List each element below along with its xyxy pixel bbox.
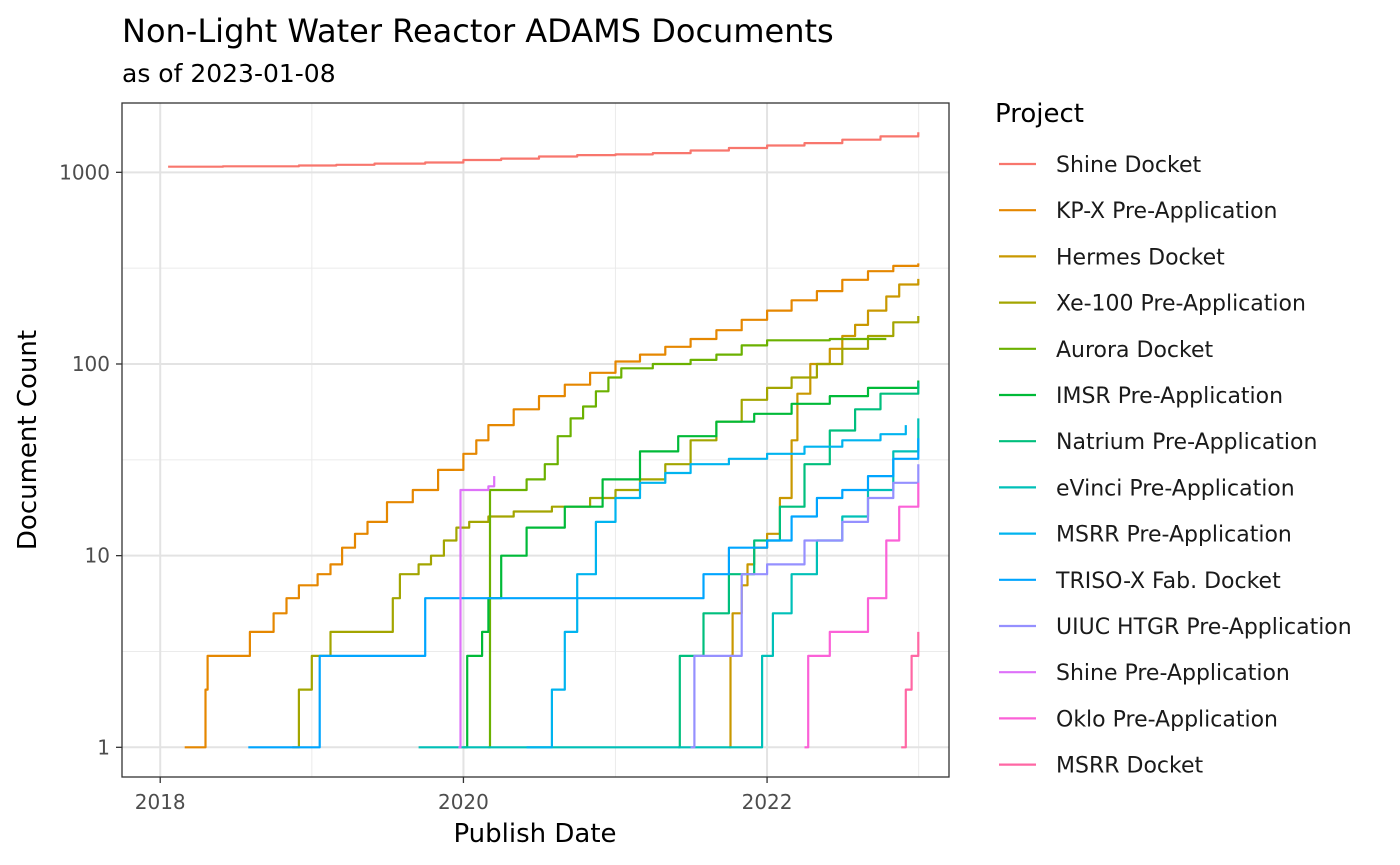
panel-border (121, 102, 950, 778)
legend-item-shine-docket: Shine Docket (999, 153, 1201, 178)
legend-label: UIUC HTGR Pre-Application (1056, 615, 1352, 640)
series-line-msrr-docket (901, 631, 920, 749)
legend-label: Natrium Pre-Application (1056, 430, 1317, 455)
legend-item-kp-x-pre-application: KP-X Pre-Application (999, 199, 1277, 224)
legend-item-msrr-docket: MSRR Docket (999, 754, 1203, 779)
plot-panel (121, 102, 950, 778)
legend-label: Shine Docket (1056, 153, 1201, 178)
series-line-imsr-pre-application (463, 380, 920, 749)
legend: Project Shine Docket KP-X Pre-Application… (995, 99, 1352, 779)
series-line-kp-x-pre-application (184, 263, 920, 749)
series-lines (168, 132, 920, 749)
x-tick-label: 2020 (438, 790, 489, 814)
y-axis: 1 10 100 1000 (59, 160, 122, 759)
legend-label: MSRR Docket (1056, 754, 1203, 779)
x-axis: 2018 2020 2022 (135, 777, 793, 814)
series-line-triso-x-fab-docket (248, 438, 920, 749)
legend-item-msrr-pre-application: MSRR Pre-Application (999, 523, 1292, 548)
y-axis-title: Document Count (13, 330, 43, 550)
legend-item-triso-x-fab-docket: TRISO-X Fab. Docket (999, 569, 1281, 594)
series-line-msrr-pre-application (526, 425, 907, 749)
legend-label: IMSR Pre-Application (1056, 384, 1283, 409)
legend-label: Shine Pre-Application (1056, 661, 1290, 686)
legend-label: TRISO-X Fab. Docket (1055, 569, 1281, 594)
legend-item-evinci-pre-application: eVinci Pre-Application (999, 476, 1295, 501)
legend-item-xe-100-pre-application: Xe-100 Pre-Application (999, 292, 1306, 317)
legend-item-shine-pre-application: Shine Pre-Application (999, 661, 1290, 686)
legend-label: eVinci Pre-Application (1056, 476, 1295, 501)
legend-label: Oklo Pre-Application (1056, 707, 1278, 732)
chart-title: Non-Light Water Reactor ADAMS Documents (122, 12, 834, 50)
y-tick-label: 100 (72, 352, 110, 376)
legend-item-hermes-docket: Hermes Docket (999, 245, 1225, 270)
legend-label: MSRR Pre-Application (1056, 523, 1292, 548)
legend-item-oklo-pre-application: Oklo Pre-Application (999, 707, 1278, 732)
y-tick-label: 10 (85, 544, 110, 568)
legend-item-natrium-pre-application: Natrium Pre-Application (999, 430, 1317, 455)
legend-item-aurora-docket: Aurora Docket (999, 338, 1214, 363)
series-line-uiuc-htgr-pre-application (690, 464, 920, 749)
x-tick-label: 2018 (135, 790, 186, 814)
x-axis-title: Publish Date (453, 819, 616, 849)
legend-label: Aurora Docket (1056, 338, 1214, 363)
series-line-oklo-pre-application (804, 482, 920, 749)
series-line-shine-pre-application (458, 476, 496, 749)
series-line-natrium-pre-application (678, 382, 920, 749)
legend-item-uiuc-htgr-pre-application: UIUC HTGR Pre-Application (999, 615, 1352, 640)
chart-subtitle: as of 2023-01-08 (122, 59, 336, 88)
x-tick-label: 2022 (742, 790, 793, 814)
legend-item-imsr-pre-application: IMSR Pre-Application (999, 384, 1283, 409)
legend-label: Hermes Docket (1056, 245, 1225, 270)
legend-items: Shine Docket KP-X Pre-Application Hermes D… (999, 153, 1352, 779)
legend-title: Project (995, 99, 1084, 129)
legend-label: KP-X Pre-Application (1056, 199, 1277, 224)
series-line-aurora-docket (488, 337, 887, 749)
y-tick-label: 1000 (59, 160, 110, 184)
y-tick-label: 1 (97, 735, 110, 759)
panel-background (122, 103, 949, 777)
legend-label: Xe-100 Pre-Application (1056, 292, 1306, 317)
series-line-shine-docket (168, 132, 920, 168)
